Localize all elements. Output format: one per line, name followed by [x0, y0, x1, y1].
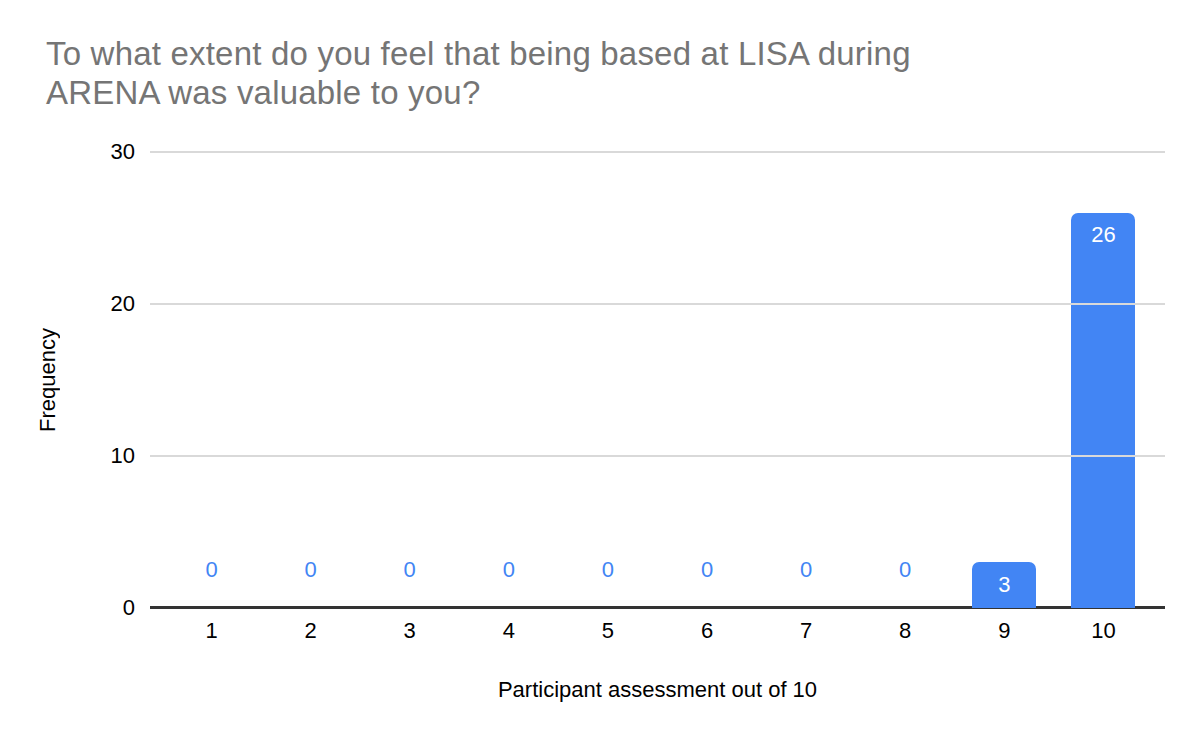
category-column: 10 — [162, 152, 261, 608]
x-tick-label: 5 — [558, 619, 657, 643]
category-column: 60 — [657, 152, 756, 608]
category-column: 50 — [558, 152, 657, 608]
bar: 3 — [972, 562, 1036, 608]
x-tick-label: 9 — [955, 619, 1054, 643]
chart-title: To what extent do you feel that being ba… — [46, 34, 1166, 112]
y-tick-label: 10 — [111, 445, 135, 467]
plot-area: 1020304050607080931026 0102030 — [150, 152, 1165, 608]
gridline — [150, 151, 1165, 153]
x-tick-label: 6 — [657, 619, 756, 643]
zero-value-label: 0 — [558, 558, 657, 582]
y-axis-title-text: Frequency — [35, 328, 61, 432]
x-tick-label: 4 — [459, 619, 558, 643]
x-tick-label: 1 — [162, 619, 261, 643]
x-tick-label: 2 — [261, 619, 360, 643]
gridline — [150, 303, 1165, 305]
zero-value-label: 0 — [757, 558, 856, 582]
y-axis-title: Frequency — [22, 152, 74, 608]
y-tick-label: 20 — [111, 293, 135, 315]
bar-value-label: 26 — [1071, 223, 1135, 247]
category-column: 20 — [261, 152, 360, 608]
x-axis-title: Participant assessment out of 10 — [150, 677, 1165, 703]
y-tick-label: 0 — [123, 597, 135, 619]
y-tick-label: 30 — [111, 141, 135, 163]
category-column: 1026 — [1054, 152, 1153, 608]
chart-container: To what extent do you feel that being ba… — [0, 0, 1200, 741]
category-column: 93 — [955, 152, 1054, 608]
x-tick-label: 7 — [757, 619, 856, 643]
x-tick-label: 3 — [360, 619, 459, 643]
zero-value-label: 0 — [162, 558, 261, 582]
zero-value-label: 0 — [856, 558, 955, 582]
bar: 26 — [1071, 213, 1135, 608]
category-column: 70 — [757, 152, 856, 608]
bar-value-label: 3 — [972, 573, 1036, 597]
zero-value-label: 0 — [657, 558, 756, 582]
category-column: 80 — [856, 152, 955, 608]
zero-value-label: 0 — [261, 558, 360, 582]
category-column: 30 — [360, 152, 459, 608]
category-column: 40 — [459, 152, 558, 608]
bars-region: 1020304050607080931026 — [162, 152, 1153, 608]
zero-value-label: 0 — [459, 558, 558, 582]
gridline — [150, 455, 1165, 457]
zero-value-label: 0 — [360, 558, 459, 582]
x-tick-label: 8 — [856, 619, 955, 643]
x-tick-label: 10 — [1054, 619, 1153, 643]
